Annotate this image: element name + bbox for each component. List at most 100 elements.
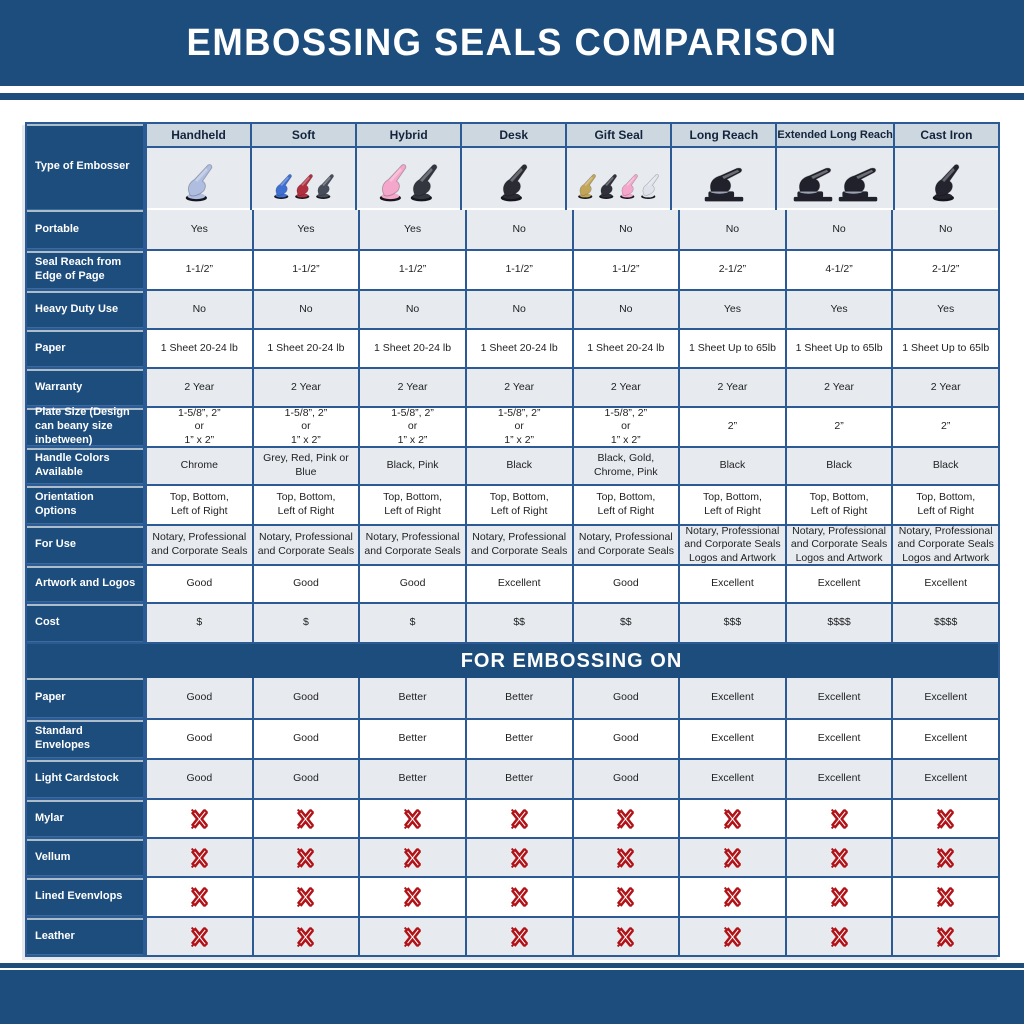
table-row-seal-reach-from-edge-of-page: Seal Reach from Edge of Page 1-1/2” 1-1/2”…	[27, 249, 998, 289]
cell-value: Notary, Professional and Corporate Seals…	[784, 525, 892, 564]
cell-not-supported	[145, 800, 252, 837]
cell-value: 1 Sheet 20-24 lb	[571, 330, 679, 367]
cell-value: $	[145, 604, 252, 642]
cell-value: Yes	[251, 210, 359, 249]
row-label: Warranty	[27, 369, 145, 406]
cell-value: 1-1/2”	[251, 251, 359, 289]
cell-value: Excellent	[678, 760, 785, 798]
cell-value: 1 Sheet 20-24 lb	[145, 330, 252, 367]
cell-value: Better	[464, 678, 572, 718]
cell-not-supported	[251, 800, 359, 837]
page-title: EMBOSSING SEALS COMPARISON	[186, 21, 838, 64]
cell-not-supported	[784, 800, 892, 837]
cell-value: Top, Bottom, Left of Right	[891, 486, 998, 524]
cell-not-supported	[145, 839, 252, 876]
embosser-image	[933, 164, 960, 202]
cell-value: Top, Bottom, Left of Right	[571, 486, 679, 524]
cell-value: 1-5/8”, 2” or 1” x 2”	[571, 407, 679, 446]
red-x-icon	[403, 808, 422, 829]
embosser-image	[838, 167, 877, 202]
cell-value: Notary, Professional and Corporate Seals	[251, 526, 359, 564]
column-long-reach: Long Reach	[670, 124, 776, 210]
red-x-icon	[937, 847, 955, 868]
column-header-label: Long Reach	[672, 124, 776, 148]
cell-value: Notary, Professional and Corporate Seals	[358, 526, 465, 564]
cell-value: Better	[358, 678, 465, 718]
cell-value: Yes	[358, 210, 465, 249]
cell-value: Black	[678, 448, 785, 484]
cell-not-supported	[571, 878, 679, 916]
cell-value: Good	[145, 760, 252, 798]
red-x-icon	[723, 886, 742, 908]
embosser-image-cell	[357, 148, 461, 208]
cell-value: 1-5/8”, 2” or 1” x 2”	[464, 407, 572, 446]
cell-value: Good	[251, 678, 359, 718]
cell-not-supported	[784, 878, 892, 916]
cell-value: Top, Bottom, Left of Right	[251, 486, 359, 524]
row-label: For Use	[27, 526, 145, 564]
cell-value: Top, Bottom, Left of Right	[145, 486, 252, 524]
cell-value: Excellent	[891, 720, 998, 758]
cell-value: 1 Sheet 20-24 lb	[358, 330, 465, 367]
cell-not-supported	[678, 878, 785, 916]
cell-value: 1-1/2”	[145, 251, 252, 289]
embosser-image-cell	[462, 148, 566, 208]
red-x-icon	[937, 926, 955, 947]
cell-value: Excellent	[891, 566, 998, 602]
cell-not-supported	[251, 839, 359, 876]
embosser-image	[500, 164, 527, 202]
table-row-orientation-options: Orientation Options Top, Bottom, Left of …	[27, 484, 998, 524]
red-x-icon	[617, 886, 635, 908]
cell-value: Good	[145, 566, 252, 602]
cell-not-supported	[891, 918, 998, 955]
cell-value: Yes	[891, 291, 998, 328]
red-x-icon	[510, 886, 528, 908]
cell-not-supported	[358, 800, 465, 837]
table-row-artwork-and-logos: Artwork and Logos Good Good Good Excellent Go…	[27, 564, 998, 602]
cell-value: Yes	[145, 210, 252, 249]
comparison-table: Type of Embosser Handheld Soft Hybrid De…	[25, 122, 1000, 957]
red-x-icon	[403, 847, 422, 868]
table-row-standard-envelopes: Standard Envelopes Good Good Better Better Go…	[27, 718, 998, 758]
embosser-image-cell	[147, 148, 251, 208]
red-x-icon	[510, 926, 528, 947]
cell-value: Notary, Professional and Corporate Seals	[571, 526, 679, 564]
cell-value: Excellent	[891, 760, 998, 798]
red-x-icon	[190, 926, 208, 947]
cell-value: $	[251, 604, 359, 642]
embosser-image	[599, 174, 618, 199]
row-label: Leather	[27, 918, 145, 955]
cell-value: 2 Year	[464, 369, 572, 406]
table-row-leather: Leather	[27, 916, 998, 955]
cell-value: Good	[358, 566, 465, 602]
table-row-cost: Cost $ $ $ $$ $$ $$$ $$$$ $$$$	[27, 602, 998, 642]
cell-value: Notary, Professional and Corporate Seals	[145, 526, 252, 564]
cell-not-supported	[891, 800, 998, 837]
cell-value: 1 Sheet Up to 65lb	[784, 330, 892, 367]
red-x-icon	[937, 808, 955, 829]
cell-not-supported	[251, 918, 359, 955]
cell-value: Excellent	[784, 678, 892, 718]
cell-value: Excellent	[464, 566, 572, 602]
cell-value: No	[251, 291, 359, 328]
cell-value: $$	[571, 604, 679, 642]
cell-not-supported	[145, 918, 252, 955]
cell-value: 2 Year	[571, 369, 679, 406]
cell-not-supported	[464, 878, 572, 916]
cell-value: No	[891, 210, 998, 249]
row-label: Paper	[27, 678, 145, 718]
cell-value: 1 Sheet 20-24 lb	[251, 330, 359, 367]
cell-value: Excellent	[784, 566, 892, 602]
cell-value: 2”	[678, 408, 785, 446]
cell-value: Top, Bottom, Left of Right	[678, 486, 785, 524]
cell-value: Excellent	[678, 720, 785, 758]
table-row-handle-colors-available: Handle Colors Available Chrome Grey, Red, …	[27, 446, 998, 484]
red-x-icon	[297, 926, 315, 947]
cell-value: No	[145, 291, 252, 328]
embosser-image	[315, 174, 334, 199]
embosser-image	[410, 164, 438, 202]
table-row-for-use: For Use Notary, Professional and Corporat…	[27, 524, 998, 564]
embosser-image-cell	[672, 148, 776, 208]
cell-value: 2 Year	[784, 369, 892, 406]
